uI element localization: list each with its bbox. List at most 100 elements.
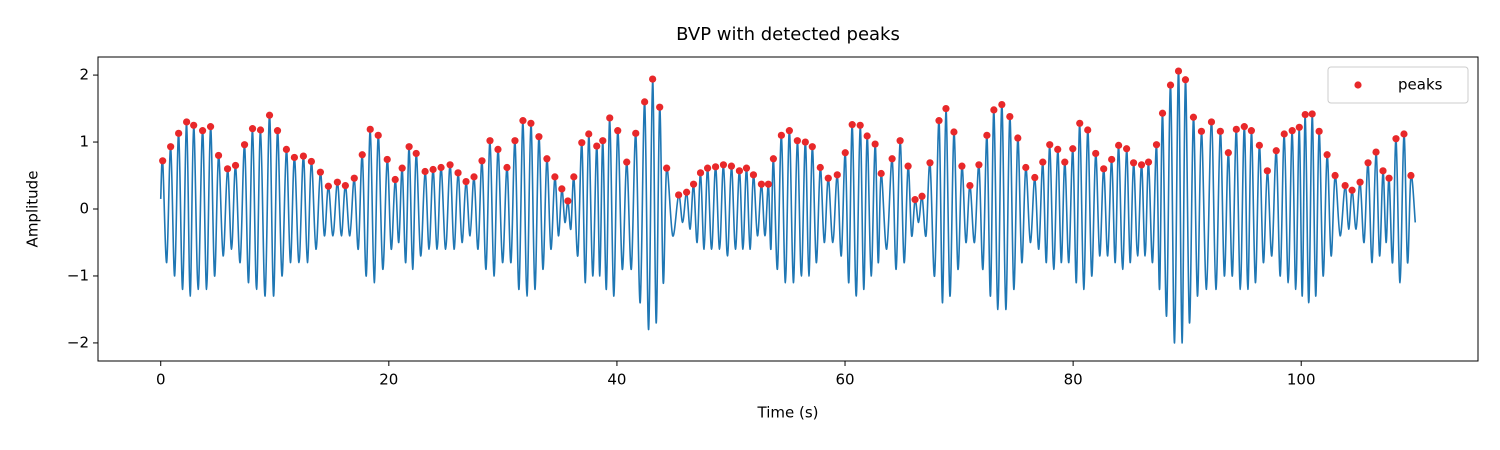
peak-marker xyxy=(801,138,809,146)
peak-marker xyxy=(1301,110,1309,119)
peak-marker xyxy=(585,130,593,138)
peak-marker xyxy=(273,127,282,135)
peak-marker xyxy=(983,131,991,139)
peak-marker xyxy=(350,174,358,182)
peak-marker xyxy=(1323,151,1331,159)
peak-marker xyxy=(282,145,291,154)
peak-marker xyxy=(808,143,816,151)
peak-marker xyxy=(742,164,751,172)
peak-marker xyxy=(632,129,640,137)
peak-marker xyxy=(159,157,167,165)
peak-marker xyxy=(1255,141,1263,149)
peak-marker xyxy=(503,163,511,172)
peak-marker xyxy=(1247,127,1255,135)
peak-marker xyxy=(1392,135,1400,143)
peak-marker xyxy=(614,127,622,135)
peak-marker xyxy=(265,111,274,119)
peak-marker xyxy=(599,137,607,145)
peak-marker xyxy=(1174,67,1183,75)
peak-marker xyxy=(1189,113,1198,121)
peak-marker xyxy=(183,118,191,126)
peak-marker xyxy=(1014,134,1022,142)
peak-marker xyxy=(793,137,801,145)
peak-marker xyxy=(535,133,543,141)
peak-marker xyxy=(663,164,671,172)
peak-marker xyxy=(1115,141,1123,149)
peak-marker xyxy=(888,155,896,163)
peak-marker xyxy=(719,161,728,169)
peak-marker xyxy=(341,181,349,190)
peak-marker xyxy=(307,157,315,166)
peak-marker xyxy=(333,178,341,186)
peak-marker xyxy=(833,171,841,179)
peak-marker xyxy=(1348,186,1356,194)
x-tick-label: 20 xyxy=(379,371,398,389)
peak-marker xyxy=(374,131,382,139)
y-tick-label: −1 xyxy=(67,266,89,284)
chart-title: BVP with detected peaks xyxy=(676,24,900,45)
peak-marker xyxy=(848,121,856,129)
peak-marker xyxy=(412,149,420,158)
peak-marker xyxy=(1308,110,1316,118)
x-tick-label: 100 xyxy=(1287,371,1316,389)
peak-marker xyxy=(494,145,502,154)
y-tick-label: −2 xyxy=(67,333,89,351)
peak-marker xyxy=(486,137,494,145)
peak-marker xyxy=(299,152,308,160)
x-tick-label: 40 xyxy=(607,371,626,389)
peak-marker xyxy=(816,163,824,172)
plot-frame xyxy=(97,56,1479,362)
x-tick-label: 0 xyxy=(156,371,166,389)
peak-marker xyxy=(757,180,766,188)
peak-marker xyxy=(543,155,551,163)
peak-marker xyxy=(749,171,758,179)
peak-marker xyxy=(942,104,950,113)
x-tick-label: 60 xyxy=(835,371,854,389)
peak-marker xyxy=(478,157,486,165)
peak-marker xyxy=(926,159,934,167)
peak-marker xyxy=(1400,130,1408,138)
peak-marker xyxy=(950,128,958,136)
peak-marker xyxy=(437,163,445,172)
legend-box xyxy=(1327,66,1469,104)
peak-marker xyxy=(206,123,215,131)
peak-marker xyxy=(240,141,249,149)
peak-marker xyxy=(421,167,429,176)
peak-marker xyxy=(975,161,983,169)
peak-marker xyxy=(519,117,527,125)
peak-marker xyxy=(1144,158,1153,166)
peak-marker xyxy=(966,181,974,190)
peak-marker xyxy=(606,114,614,122)
peak-marker xyxy=(1197,127,1206,135)
peak-marker xyxy=(990,106,998,114)
peak-marker xyxy=(223,165,232,173)
peak-marker xyxy=(564,197,572,205)
peak-marker xyxy=(904,162,912,170)
peak-marker xyxy=(1232,125,1240,133)
peak-marker xyxy=(764,180,772,188)
peak-marker xyxy=(429,165,437,174)
peak-marker xyxy=(1407,171,1415,180)
peak-marker xyxy=(958,162,966,170)
peak-marker xyxy=(1331,171,1339,180)
peak-marker xyxy=(1158,109,1167,117)
peak-marker xyxy=(1046,141,1054,149)
peak-marker xyxy=(1372,148,1380,156)
peak-marker xyxy=(1207,118,1216,126)
peak-marker xyxy=(383,155,391,164)
peak-marker xyxy=(735,167,744,175)
peak-marker xyxy=(918,192,926,200)
peak-marker xyxy=(405,143,413,151)
peak-marker xyxy=(190,121,198,129)
peak-marker xyxy=(656,103,664,111)
y-axis-label: Amplitude xyxy=(24,171,42,248)
peak-marker xyxy=(175,129,183,137)
x-axis-label: Time (s) xyxy=(757,404,819,422)
peak-marker xyxy=(769,155,778,163)
peak-marker xyxy=(1364,159,1372,167)
y-tick-label: 0 xyxy=(79,200,89,218)
peak-marker xyxy=(1054,145,1062,154)
peak-marker xyxy=(1031,173,1039,182)
peak-marker xyxy=(470,173,478,181)
